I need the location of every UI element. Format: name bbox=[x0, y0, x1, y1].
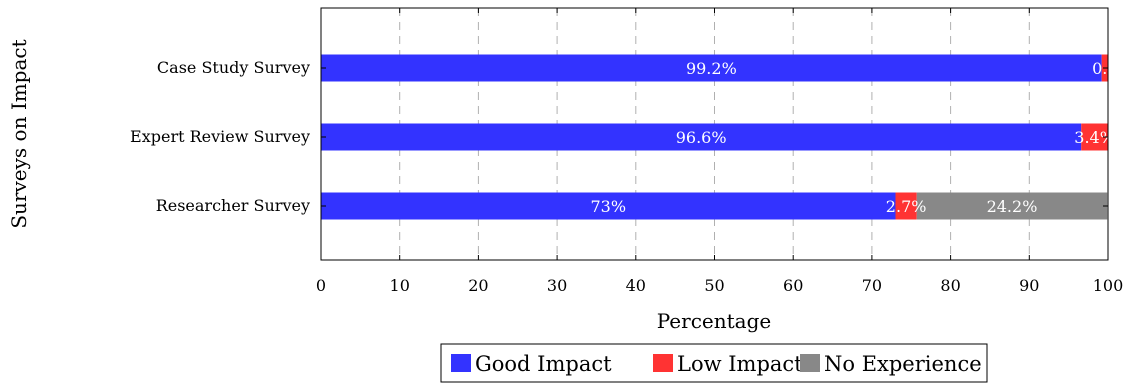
legend-box bbox=[440, 343, 988, 383]
bar-segment bbox=[916, 192, 1108, 220]
x-tick-label: 40 bbox=[626, 276, 646, 295]
bar-value-label: 99.2% bbox=[686, 59, 737, 78]
legend-swatch bbox=[451, 354, 471, 372]
legend-swatch bbox=[800, 354, 820, 372]
category-label: Researcher Survey bbox=[156, 196, 310, 215]
bar-segment bbox=[321, 123, 1082, 151]
x-tick-label: 10 bbox=[390, 276, 410, 295]
bar-value-label: 96.6% bbox=[676, 128, 727, 147]
y-axis-title: Surveys on Impact bbox=[7, 39, 31, 228]
bar-value-label: 3.4% bbox=[1074, 128, 1115, 147]
x-axis-ticks: 0 10 20 30 40 50 60 70 80 90 100 bbox=[316, 8, 1123, 295]
bar-labels: 99.2% 0.8 96.6% 3.4% 73% 2.7% 24.2% bbox=[590, 59, 1117, 216]
x-tick-label: 0 bbox=[316, 276, 326, 295]
x-tick-label: 70 bbox=[862, 276, 882, 295]
x-tick-label: 30 bbox=[547, 276, 567, 295]
category-label: Case Study Survey bbox=[157, 58, 310, 77]
legend-label: Low Impact bbox=[677, 352, 803, 376]
bar-value-label: 24.2% bbox=[987, 197, 1038, 216]
bar-segment bbox=[321, 54, 1102, 82]
bar-value-label: 73% bbox=[590, 197, 626, 216]
legend-swatch bbox=[653, 354, 673, 372]
x-tick-label: 90 bbox=[1019, 276, 1039, 295]
legend-label: Good Impact bbox=[475, 352, 612, 376]
x-tick-label: 100 bbox=[1093, 276, 1124, 295]
legend-label: No Experience bbox=[824, 352, 982, 376]
bars bbox=[321, 54, 1108, 220]
bar-segment bbox=[895, 192, 917, 220]
x-tick-label: 20 bbox=[468, 276, 488, 295]
x-tick-label: 50 bbox=[704, 276, 724, 295]
bar-value-label: 2.7% bbox=[886, 197, 927, 216]
y-axis-categories: Case Study Survey Expert Review Survey Res… bbox=[130, 58, 1108, 215]
x-axis-title: Percentage bbox=[657, 309, 771, 333]
x-tick-label: 60 bbox=[783, 276, 803, 295]
legend: Good Impact Low Impact No Experience bbox=[440, 343, 988, 383]
category-label: Expert Review Survey bbox=[130, 127, 310, 146]
bar-value-label: 0.8 bbox=[1092, 59, 1117, 78]
bar-segment bbox=[321, 192, 896, 220]
x-tick-label: 80 bbox=[940, 276, 960, 295]
